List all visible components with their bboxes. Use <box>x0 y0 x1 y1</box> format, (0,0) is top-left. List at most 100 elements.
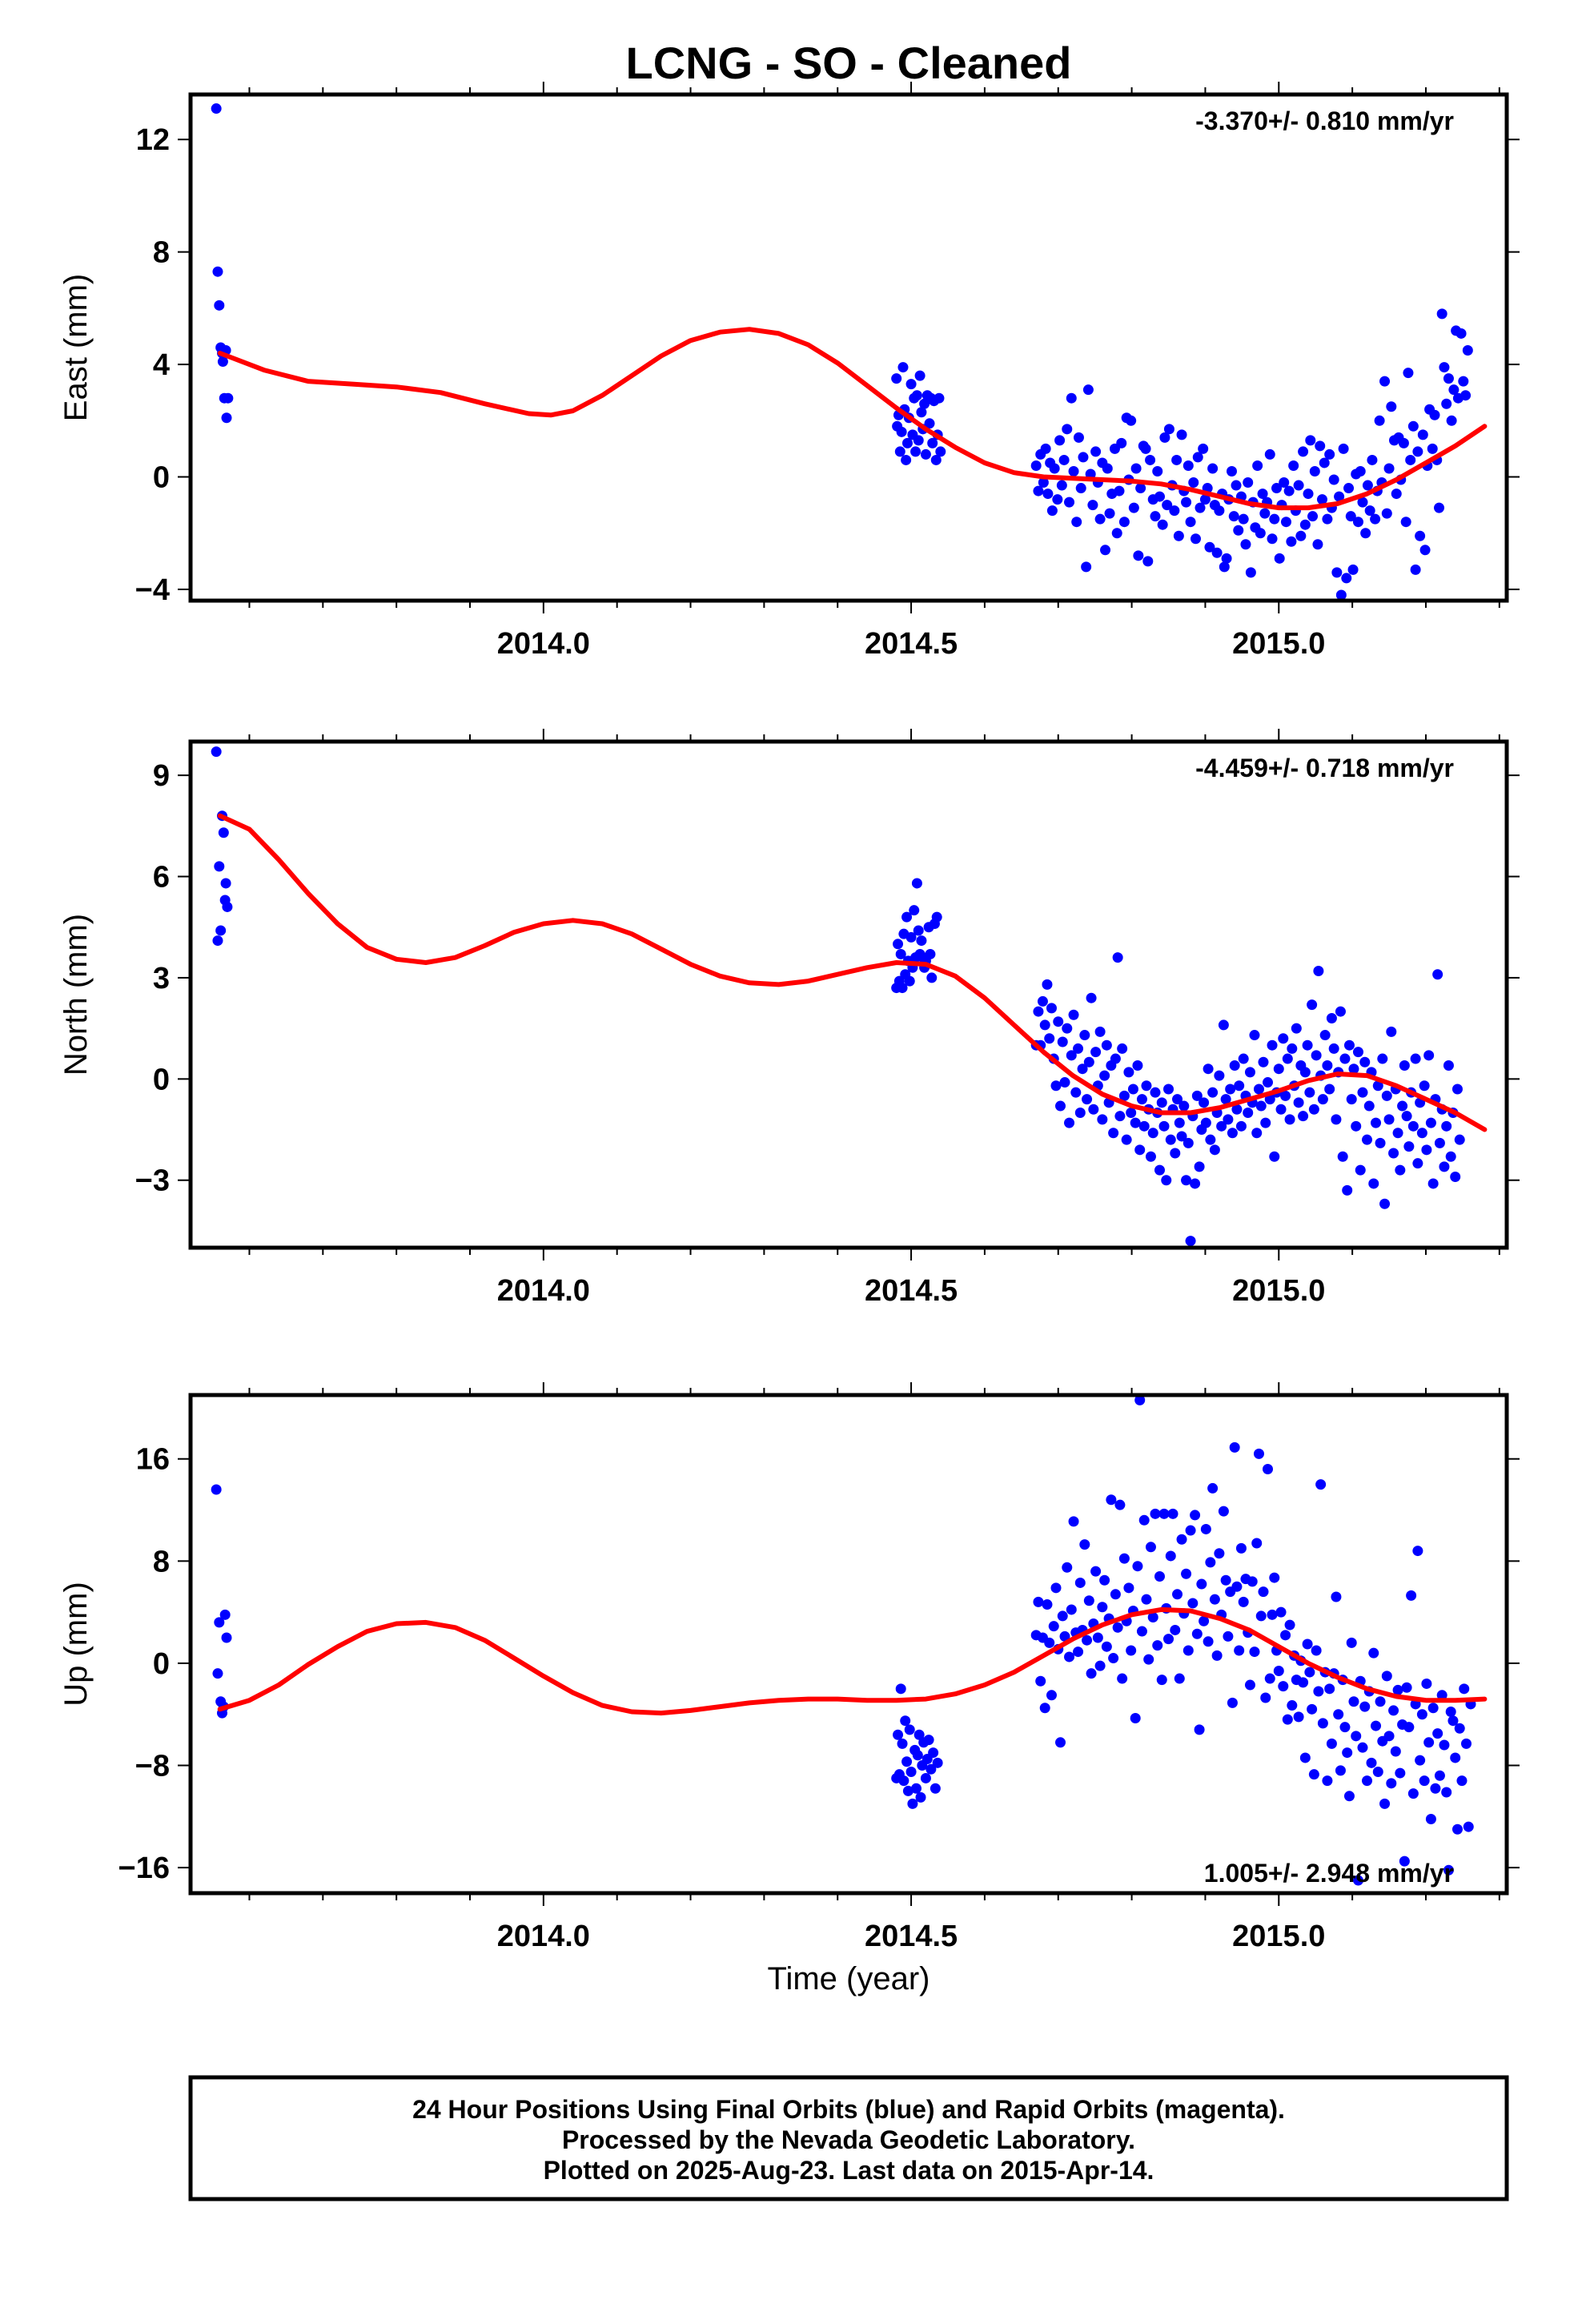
north-data-point <box>893 939 904 950</box>
up-data-point <box>1432 1728 1443 1739</box>
east-data-point <box>901 437 913 448</box>
east-data-point <box>1081 561 1092 573</box>
north-data-point <box>1161 1175 1172 1186</box>
east-fit-line <box>217 327 1488 511</box>
north-data-point <box>1082 1094 1093 1105</box>
up-panel: 2014.0 2014.5 2015.0 −16 −8 0 8 16 Up (mm) 1.005+… <box>58 1382 1520 1953</box>
east-data-point <box>214 300 225 311</box>
north-data-point <box>1090 1047 1102 1058</box>
north-data-point <box>1381 1090 1392 1101</box>
east-data-point <box>1328 474 1339 485</box>
north-data-point <box>212 935 223 947</box>
up-data-point <box>1218 1506 1229 1517</box>
north-x-tick-label: 2014.0 <box>497 1274 590 1308</box>
up-rate-label: 1.005+/- 2.948 mm/yr <box>1204 1859 1454 1888</box>
up-data-point <box>1205 1557 1216 1568</box>
up-data-point <box>1460 1738 1472 1749</box>
east-data-point <box>1056 480 1067 491</box>
up-data-point <box>1108 1653 1119 1664</box>
east-data-point <box>1102 463 1113 474</box>
north-data-point <box>1194 1161 1205 1172</box>
north-data-point <box>1273 1063 1284 1075</box>
east-data-point <box>1324 448 1335 460</box>
up-y-tick-label: −16 <box>118 1852 170 1885</box>
east-data-point <box>1316 494 1327 505</box>
north-plot-area <box>191 742 1507 1248</box>
north-data-point <box>1231 1104 1243 1115</box>
east-data-point <box>1042 489 1054 500</box>
north-data-point <box>931 911 942 923</box>
north-data-point <box>1235 1120 1247 1132</box>
north-data-point <box>1412 1158 1423 1169</box>
up-data-point <box>1416 1709 1427 1720</box>
east-data-point <box>1259 508 1271 519</box>
north-data-point <box>1401 1111 1412 1122</box>
north-data-point <box>1450 1172 1461 1183</box>
north-data-point <box>1097 1114 1108 1125</box>
east-data-point <box>1264 448 1275 460</box>
up-data-point <box>1094 1660 1106 1671</box>
north-data-point <box>916 935 927 947</box>
east-data-point <box>1228 511 1239 522</box>
up-data-point <box>1209 1594 1220 1605</box>
east-data-point <box>221 412 232 424</box>
up-data-point <box>1039 1703 1050 1714</box>
east-data-point <box>930 454 942 465</box>
east-data-point <box>894 446 905 457</box>
north-data-point <box>913 925 924 936</box>
up-data-point <box>1352 1875 1363 1886</box>
north-data-point <box>1209 1144 1220 1156</box>
up-data-point <box>901 1756 913 1767</box>
north-data-point <box>215 925 227 936</box>
east-data-point <box>1198 443 1209 454</box>
up-data-point <box>1156 1675 1167 1686</box>
north-data-point <box>1062 1023 1073 1034</box>
up-data-point <box>1165 1550 1176 1562</box>
up-data-point <box>1450 1752 1461 1763</box>
east-data-point <box>217 356 228 368</box>
east-data-point <box>1094 513 1106 525</box>
north-data-point <box>909 905 920 916</box>
east-data-point <box>1221 553 1232 564</box>
north-data-point <box>1234 1080 1245 1092</box>
up-data-point <box>1086 1668 1097 1679</box>
east-data-point <box>1171 454 1182 465</box>
up-data-point <box>1427 1703 1439 1714</box>
east-data-point <box>1322 513 1333 525</box>
north-data-point <box>1322 1059 1333 1071</box>
up-data-point <box>1220 1574 1231 1586</box>
north-data-point <box>1359 1056 1371 1068</box>
east-y-tick-label: 0 <box>153 461 170 495</box>
east-data-point <box>1391 489 1402 500</box>
east-data-point <box>1312 539 1323 550</box>
east-data-point <box>1379 376 1391 387</box>
east-data-point <box>1145 454 1156 465</box>
east-data-point <box>1293 480 1304 491</box>
north-data-point <box>1441 1120 1452 1132</box>
east-data-point <box>1305 435 1316 446</box>
north-data-point <box>1397 1100 1408 1112</box>
east-y-tick-label: 8 <box>153 236 170 270</box>
up-data-point <box>1293 1711 1304 1723</box>
north-data-point <box>1267 1039 1278 1051</box>
up-data-point <box>1207 1482 1219 1494</box>
up-data-point <box>211 1484 222 1495</box>
north-data-point <box>1278 1033 1289 1044</box>
north-data-point <box>1216 1120 1227 1132</box>
up-data-point <box>1172 1589 1183 1600</box>
east-data-point <box>1211 547 1223 558</box>
east-data-point <box>1274 553 1285 564</box>
north-data-point <box>1375 1137 1386 1148</box>
north-data-point <box>1298 1111 1309 1122</box>
up-data-point <box>1441 1787 1452 1798</box>
north-data-point <box>1244 1067 1255 1078</box>
north-data-point <box>1343 1039 1355 1051</box>
east-data-point <box>1188 477 1199 489</box>
up-data-point <box>1130 1713 1141 1724</box>
north-data-point <box>1255 1100 1267 1112</box>
east-data-point <box>910 446 921 457</box>
east-data-point <box>1030 460 1042 471</box>
north-y-tick-label: −3 <box>135 1164 170 1198</box>
up-data-point <box>1073 1647 1084 1658</box>
